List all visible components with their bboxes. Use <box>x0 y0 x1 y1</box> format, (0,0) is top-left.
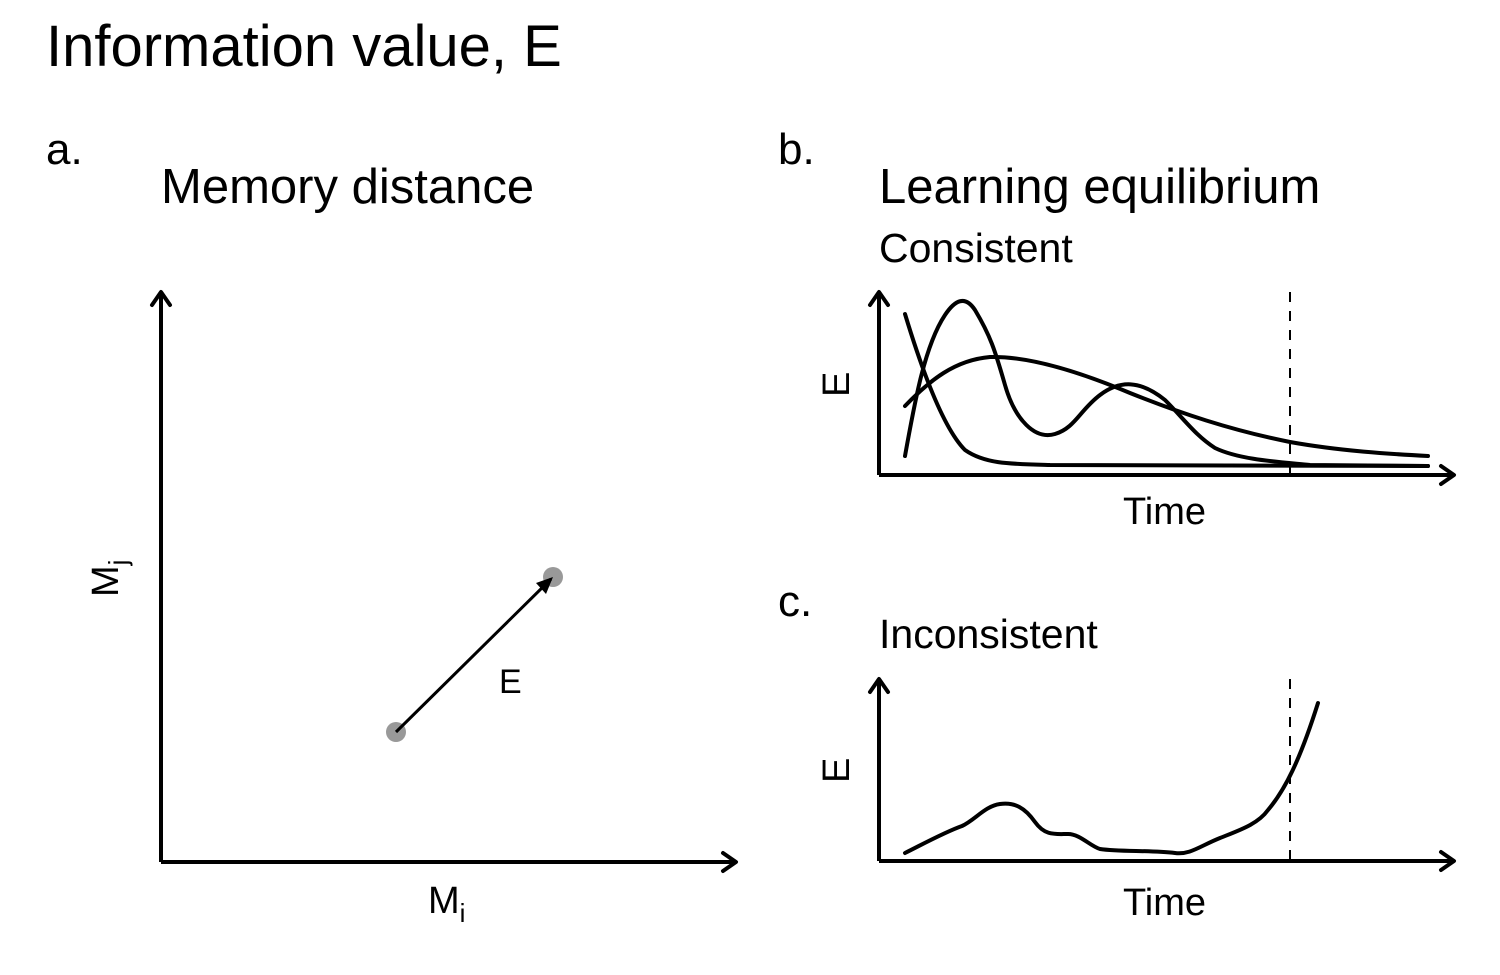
panel-a-x-label: Mi <box>428 880 465 928</box>
panel-b-curve-oscillating <box>903 299 1430 468</box>
distance-vector-label: E <box>499 663 522 701</box>
panel-c: c. Inconsistent Time E <box>778 577 1456 924</box>
panel-a-y-label-main: M <box>85 565 127 597</box>
panel-b-curve-fast-decay <box>903 312 1430 468</box>
panel-c-subtitle: Inconsistent <box>879 611 1098 657</box>
distance-vector-arrowhead <box>536 577 553 594</box>
panel-b-y-arrowhead <box>868 290 890 307</box>
panel-b-y-label: E <box>816 372 858 397</box>
panel-b: b. Learning equilibrium Consistent Time … <box>778 125 1456 533</box>
panel-c-letter: c. <box>778 577 812 626</box>
panel-b-subtitle: Consistent <box>879 225 1073 271</box>
panel-b-title: Learning equilibrium <box>879 160 1320 214</box>
distance-vector <box>394 577 553 734</box>
panel-a-y-label: Mj <box>85 560 133 597</box>
panel-c-y-arrowhead <box>868 677 890 694</box>
panel-a-y-arrowhead <box>150 290 172 307</box>
panel-c-x-arrowhead <box>1439 850 1456 872</box>
panel-b-x-label: Time <box>1123 491 1206 533</box>
panel-a-x-label-main: M <box>428 880 460 922</box>
panel-a-y-label-sub: j <box>103 560 133 567</box>
figure-title: Information value, E <box>46 14 562 79</box>
panel-b-x-arrowhead <box>1439 464 1456 486</box>
panel-a: a. Memory distance Mi Mj E <box>46 125 738 928</box>
panel-b-curve-slow-decay <box>903 354 1430 458</box>
panel-a-title: Memory distance <box>161 160 534 214</box>
panel-a-x-label-sub: i <box>460 898 466 928</box>
panel-a-x-arrowhead <box>721 851 738 873</box>
panel-c-y-label: E <box>816 758 858 783</box>
panel-c-curve <box>903 701 1320 856</box>
panel-c-x-label: Time <box>1123 882 1206 924</box>
panel-a-letter: a. <box>46 125 83 174</box>
panel-b-letter: b. <box>778 125 815 174</box>
